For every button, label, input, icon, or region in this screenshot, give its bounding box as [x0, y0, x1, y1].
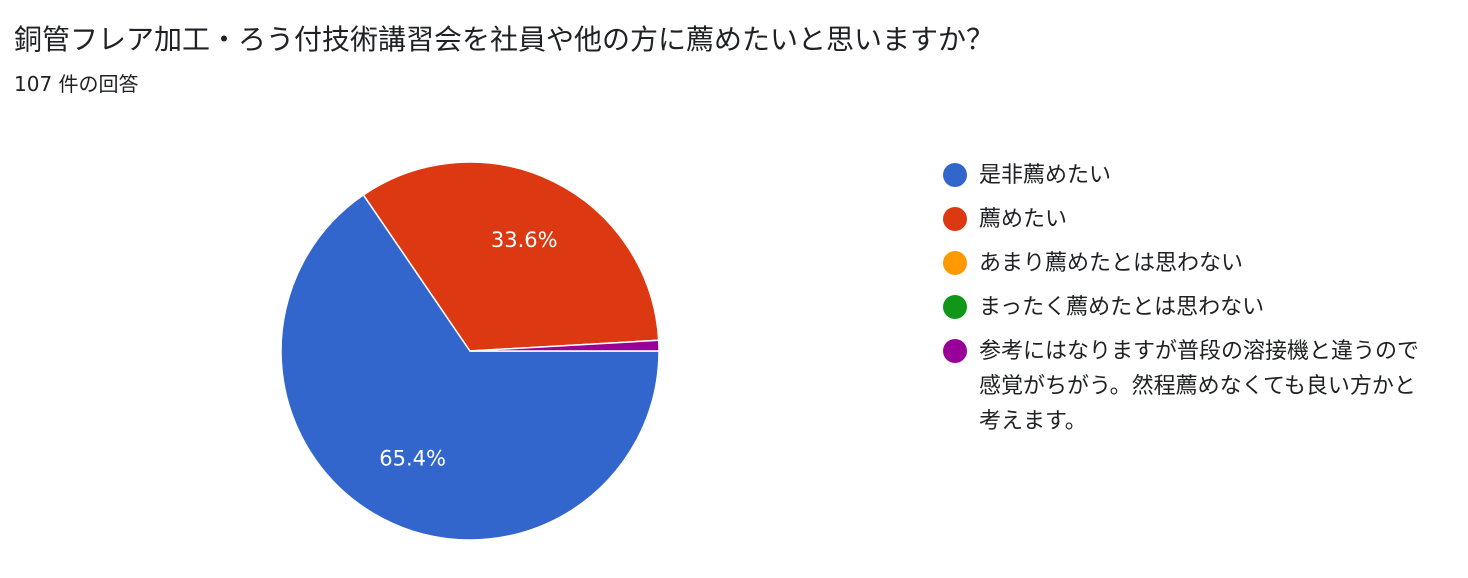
pie-slice — [469, 339, 660, 352]
legend-item: あまり薦めたとは思わない — [940, 246, 1440, 281]
legend-swatch — [943, 251, 967, 275]
legend-label: まったく薦めたとは思わない — [979, 295, 1265, 320]
legend: 是非薦めたい 薦めたいあまり薦めたとは思わない まったく薦めたとは思わない参考にはな… — [940, 158, 1440, 448]
legend-item: 参考にはなりますが普段の溶接機と違うので感覚がちがう。然程薦めなくても良い方かと… — [940, 334, 1440, 439]
legend-swatch — [943, 207, 967, 231]
chart-subtitle: 107 件の回答 — [14, 72, 139, 96]
pie-slice — [280, 193, 660, 541]
chart-title: 銅管フレア加工・ろう付技術講習会を社員や他の方に薦めたいと思いますか？ — [14, 23, 995, 56]
legend-item: 是非薦めたい — [940, 158, 1440, 193]
data-label: 33.6% — [491, 228, 558, 252]
legend-item: まったく薦めたとは思わない — [940, 290, 1440, 325]
legend-swatch — [943, 295, 967, 319]
legend-label: 参考にはなりますが普段の溶接機と違うので感覚がちがう。然程薦めなくても良い方かと… — [979, 339, 1420, 434]
legend-label: あまり薦めたとは思わない — [979, 251, 1244, 276]
legend-item: 薦めたい — [940, 202, 1440, 237]
legend-swatch — [943, 339, 967, 363]
legend-label: 是非薦めたい — [979, 163, 1112, 188]
data-label: 65.4% — [379, 447, 446, 471]
pie-slice — [362, 161, 660, 352]
legend-label: 薦めたい — [979, 207, 1068, 232]
legend-swatch — [943, 163, 967, 187]
